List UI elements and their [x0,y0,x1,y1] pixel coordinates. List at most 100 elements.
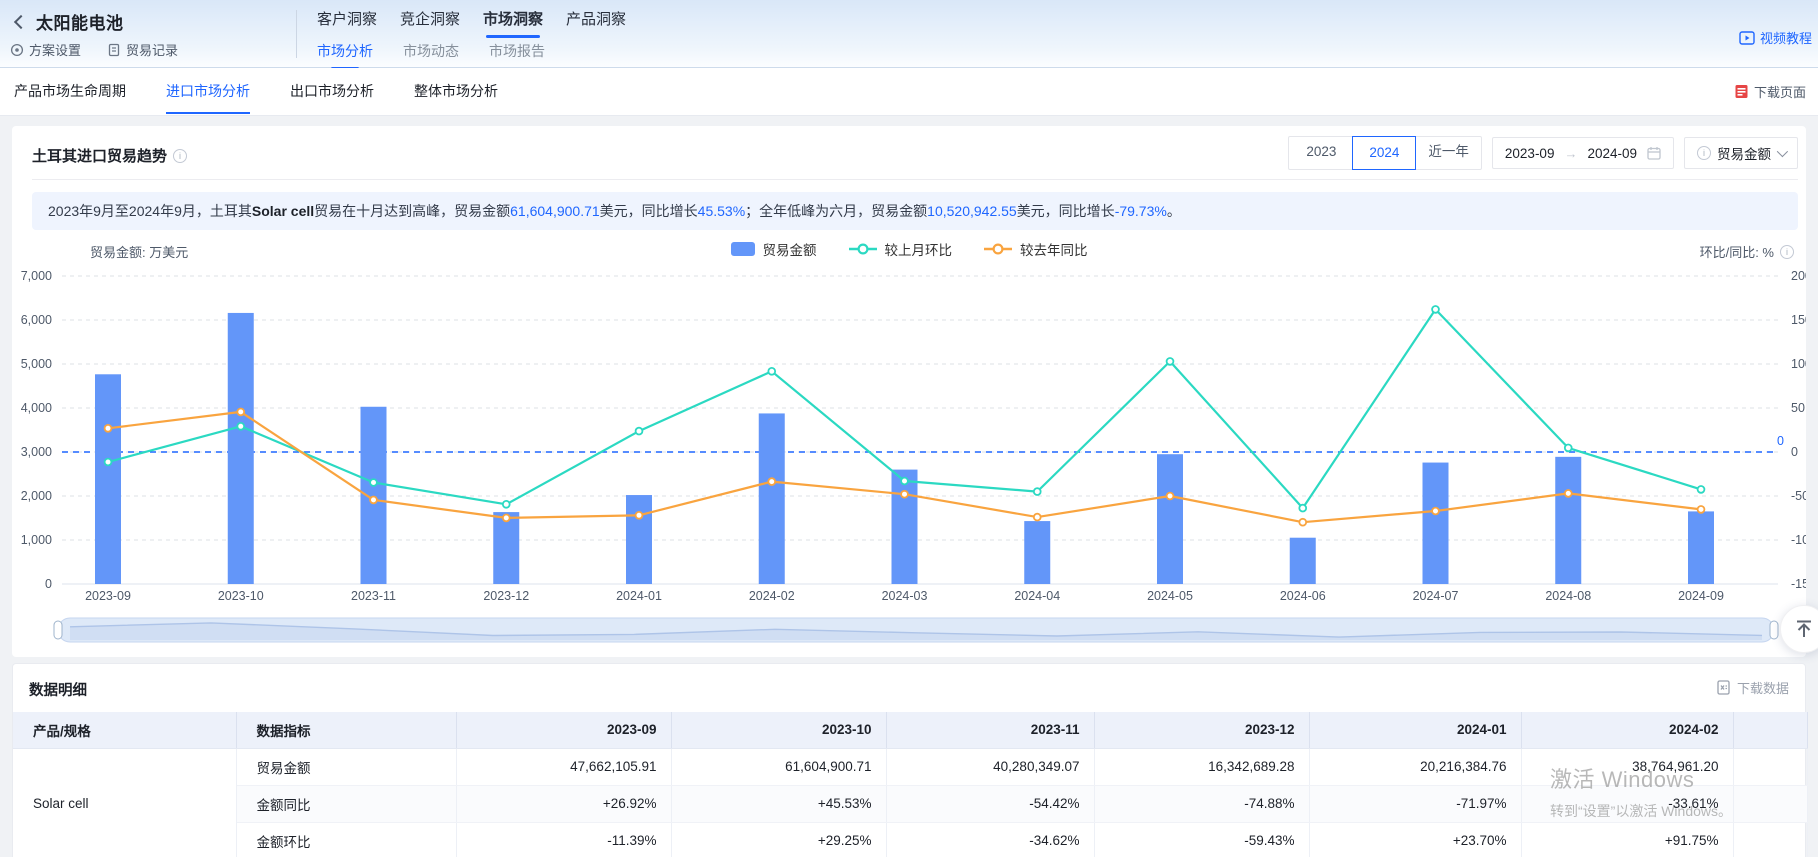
point-较去年同比-2024-09[interactable] [1698,506,1705,513]
point-较上月环比-2024-02[interactable] [768,368,775,375]
data-detail-panel: 数据明细 下载数据 产品/规格数据指标2023-092023-102023-11… [12,663,1806,857]
point-较上月环比-2023-12[interactable] [503,501,510,508]
point-较上月环比-2024-08[interactable] [1565,445,1572,452]
subtab-市场分析[interactable]: 市场分析 [317,41,373,69]
point-较上月环比-2024-03[interactable] [901,478,908,485]
date-to-value: 2024-09 [1587,146,1637,161]
right-axis-tick: 100 [1791,357,1806,371]
header-action-方案设置[interactable]: 方案设置 [10,40,81,59]
header-divider [296,10,297,58]
nav-tabs: 产品市场生命周期进口市场分析出口市场分析整体市场分析 [14,68,498,116]
value-cell: -34.62% [886,822,1094,857]
empty-cell [1733,785,1807,822]
bar-2023-12[interactable] [493,512,519,584]
year-button-近一年[interactable]: 近一年 [1415,137,1481,169]
point-较去年同比-2024-05[interactable] [1167,493,1174,500]
bar-2024-09[interactable] [1688,511,1714,584]
bar-2023-10[interactable] [228,313,254,584]
download-data-button[interactable]: 下载数据 [1716,678,1789,697]
document-icon [107,43,121,57]
point-较上月环比-2023-11[interactable] [370,479,377,486]
point-较去年同比-2024-07[interactable] [1432,508,1439,515]
point-较上月环比-2024-05[interactable] [1167,358,1174,365]
year-button-2023[interactable]: 2023 [1289,137,1353,169]
metric-cell: 贸易金额 [236,748,456,785]
metric-cell: 金额环比 [236,822,456,857]
bar-2024-03[interactable] [892,470,918,584]
point-较上月环比-2024-04[interactable] [1034,488,1041,495]
left-axis-tick: 6,000 [21,313,52,327]
tab-竞企洞察[interactable]: 竞企洞察 [400,8,460,38]
point-较去年同比-2023-12[interactable] [503,515,510,522]
bar-2024-05[interactable] [1157,454,1183,584]
value-cell: 47,662,105.91 [456,748,671,785]
nav-item-进口市场分析[interactable]: 进口市场分析 [166,68,250,116]
bar-2024-02[interactable] [759,413,785,584]
subtab-市场报告[interactable]: 市场报告 [489,41,545,69]
point-较上月环比-2024-07[interactable] [1432,306,1439,313]
bar-2023-11[interactable] [361,407,387,584]
x-axis-label: 2024-06 [1280,589,1326,603]
bar-2024-08[interactable] [1555,457,1581,584]
point-较上月环比-2024-06[interactable] [1299,505,1306,512]
bar-2024-07[interactable] [1423,463,1449,584]
download-page-button[interactable]: 下载页面 [1734,82,1806,101]
point-较去年同比-2024-08[interactable] [1565,490,1572,497]
video-tutorial-link[interactable]: 视频教程 [1739,28,1812,47]
tab-产品洞察[interactable]: 产品洞察 [566,8,626,38]
point-较去年同比-2023-09[interactable] [105,425,112,432]
back-button[interactable]: 太阳能电池 [16,9,124,34]
subtab-市场动态[interactable]: 市场动态 [403,41,459,69]
value-cell: +26.92% [456,785,671,822]
year-button-2024[interactable]: 2024 [1352,136,1416,170]
bar-2023-09[interactable] [95,374,121,584]
point-较去年同比-2024-01[interactable] [636,512,643,519]
column-header-2024-01: 2024-01 [1309,712,1521,748]
table-row-金额同比: 金额同比+26.92%+45.53%-54.42%-74.88%-71.97%-… [13,785,1807,822]
summary-segment: 美元，同比增长 [600,201,698,221]
bar-2024-01[interactable] [626,495,652,584]
value-cell: 20,216,384.76 [1309,748,1521,785]
bar-2024-06[interactable] [1290,538,1316,584]
summary-segment: Solar cell [252,203,314,219]
x-axis-label: 2024-05 [1147,589,1193,603]
nav-item-整体市场分析[interactable]: 整体市场分析 [414,68,498,116]
x-axis-label: 2024-07 [1413,589,1459,603]
datazoom-handle-right[interactable] [1770,621,1778,639]
value-cell: +45.53% [671,785,886,822]
point-较上月环比-2024-09[interactable] [1698,486,1705,493]
value-cell: -33.61% [1521,785,1733,822]
value-cell: 16,342,689.28 [1094,748,1309,785]
point-较去年同比-2024-03[interactable] [901,491,908,498]
empty-cell [1733,748,1807,785]
tab-市场洞察[interactable]: 市场洞察 [483,8,543,38]
metric-select[interactable]: i 贸易金额 [1684,137,1798,169]
column-header-empty [1733,712,1807,748]
info-icon[interactable]: i [173,149,187,163]
datazoom-handle-left[interactable] [54,621,62,639]
chart-datazoom-slider[interactable] [12,612,1806,652]
point-较上月环比-2023-09[interactable] [105,459,112,466]
point-较去年同比-2024-06[interactable] [1299,519,1306,526]
nav-item-出口市场分析[interactable]: 出口市场分析 [290,68,374,116]
point-较去年同比-2023-10[interactable] [237,409,244,416]
nav-item-产品市场生命周期[interactable]: 产品市场生命周期 [14,68,126,116]
header-action-贸易记录[interactable]: 贸易记录 [107,40,178,59]
bar-2024-04[interactable] [1024,521,1050,584]
chart-controls: 20232024近一年 2023-09 → 2024-09 i 贸易金额 [1288,136,1798,170]
value-cell: 61,604,900.71 [671,748,886,785]
right-axis-tick: 50 [1791,401,1805,415]
point-较上月环比-2024-01[interactable] [636,428,643,435]
empty-cell [1733,822,1807,857]
point-较去年同比-2024-04[interactable] [1034,514,1041,521]
back-to-top-icon [1793,618,1815,640]
trend-chart[interactable]: 7,0002006,0001505,0001004,000503,00002,0… [12,236,1806,612]
tab-客户洞察[interactable]: 客户洞察 [317,8,377,38]
value-cell: -54.42% [886,785,1094,822]
date-range-picker[interactable]: 2023-09 → 2024-09 [1492,137,1674,169]
column-header-数据指标: 数据指标 [236,712,456,748]
point-较上月环比-2023-10[interactable] [237,423,244,430]
point-较去年同比-2023-11[interactable] [370,497,377,504]
point-较去年同比-2024-02[interactable] [768,478,775,485]
right-axis-tick: -150 [1791,577,1806,591]
